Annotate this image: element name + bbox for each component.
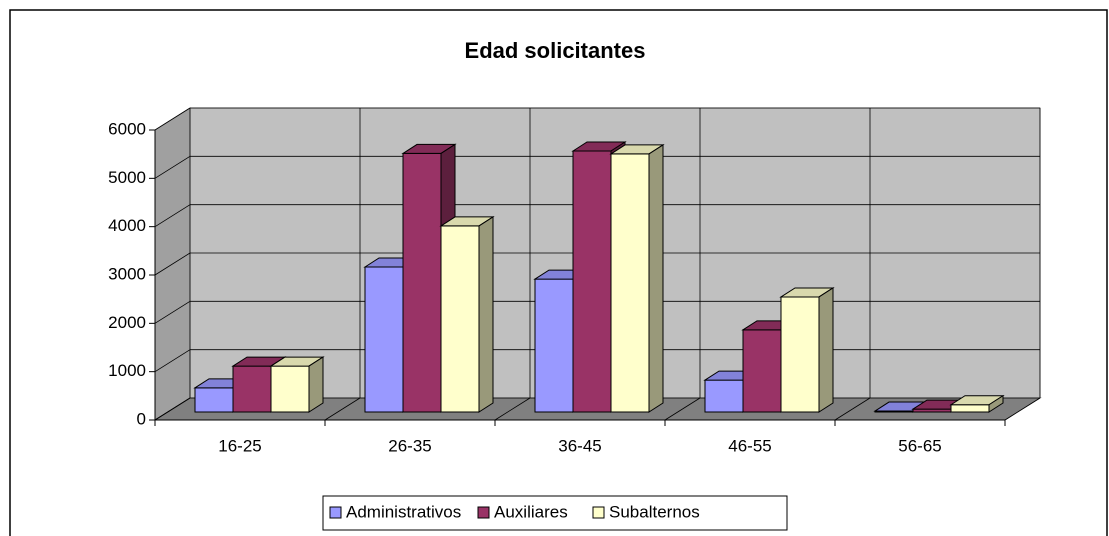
- y-tick-label: 3000: [108, 264, 146, 283]
- floor-divider: [154, 397, 191, 421]
- y-tick-label: 1000: [108, 361, 146, 380]
- bar-front: [440, 225, 480, 413]
- y-tick-label: 6000: [108, 119, 146, 138]
- legend-label: Administrativos: [346, 502, 461, 521]
- bar: [949, 394, 1005, 413]
- legend-box: [322, 495, 788, 531]
- bar: [269, 356, 325, 413]
- legend-label: Auxiliares: [494, 502, 568, 521]
- bar-front: [534, 278, 574, 413]
- floor-divider: [664, 397, 701, 421]
- legend-swatch: [592, 506, 605, 519]
- bar-side: [308, 356, 324, 413]
- legend-swatch: [329, 506, 342, 519]
- bar-front: [950, 404, 990, 413]
- y-tick-label: 5000: [108, 168, 146, 187]
- floor-divider: [834, 397, 871, 421]
- bar-front: [194, 387, 234, 413]
- bar-side: [988, 394, 1004, 413]
- floor-divider: [1004, 397, 1041, 421]
- grid-line: [154, 204, 191, 228]
- bars: [193, 141, 1005, 413]
- x-tick-label: 56-65: [898, 436, 941, 455]
- bar-front: [572, 150, 612, 413]
- bar-front: [704, 379, 744, 413]
- x-tick-label: 16-25: [218, 436, 261, 455]
- grid-line: [154, 349, 191, 373]
- floor-divider: [494, 397, 531, 421]
- axes: 0 1000 2000 3000 4000 5000 6000 16-25 26-35 36-45…: [108, 119, 1006, 455]
- bar-front: [232, 365, 272, 413]
- legend-swatch: [477, 506, 490, 519]
- bar: [609, 143, 665, 413]
- floor-divider: [324, 397, 361, 421]
- grid-line: [154, 300, 191, 324]
- bar-front: [402, 152, 442, 413]
- bar-front: [780, 296, 820, 413]
- bar-front: [610, 153, 650, 413]
- legend: Administrativos Auxiliares Subalternos: [329, 502, 700, 521]
- grid-line: [154, 107, 191, 131]
- y-tick-label: 0: [137, 409, 146, 428]
- grid-line: [154, 155, 191, 179]
- x-tick-label: 46-55: [728, 436, 771, 455]
- bar-front: [742, 329, 782, 413]
- x-tick-label: 36-45: [558, 436, 601, 455]
- legend-label: Subalternos: [609, 502, 700, 521]
- y-tick-label: 2000: [108, 313, 146, 332]
- bar: [779, 287, 835, 413]
- bar-side: [478, 216, 494, 413]
- chart-title: Edad solicitantes: [465, 38, 646, 63]
- bar-side: [648, 143, 664, 413]
- bar-side: [818, 287, 834, 413]
- grid-line: [154, 252, 191, 276]
- bar-front: [364, 266, 404, 413]
- bar-front: [270, 365, 310, 413]
- x-tick-label: 26-35: [388, 436, 431, 455]
- bar: [439, 216, 495, 413]
- y-tick-label: 4000: [108, 216, 146, 235]
